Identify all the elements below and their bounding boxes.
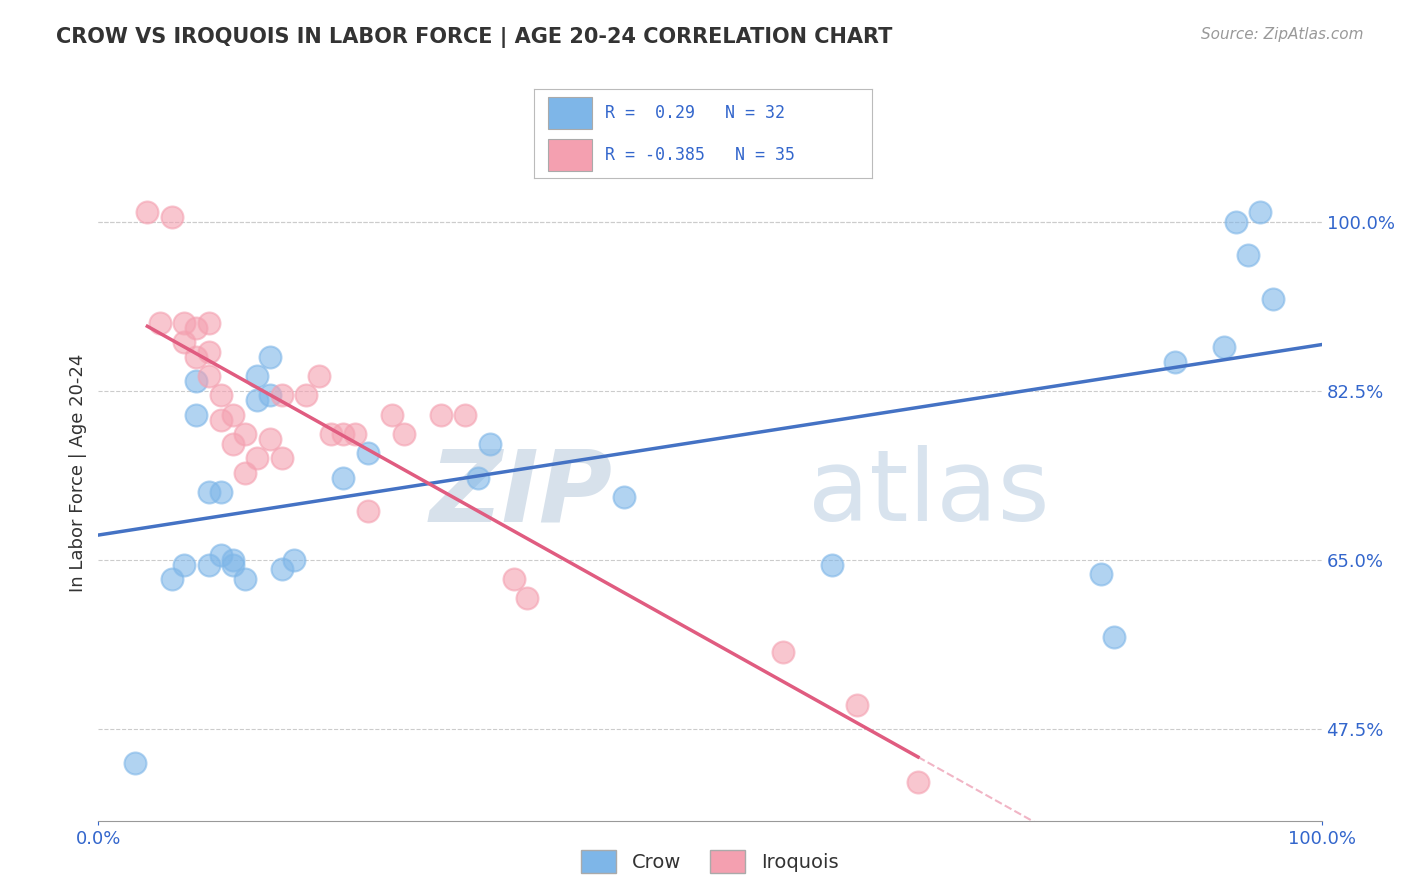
Point xyxy=(246,393,269,408)
Point xyxy=(356,504,378,518)
Point xyxy=(1164,354,1187,368)
Point xyxy=(344,427,367,442)
Text: atlas: atlas xyxy=(808,445,1049,542)
Point xyxy=(186,408,208,422)
Point xyxy=(233,427,256,442)
Point xyxy=(308,369,330,384)
Point xyxy=(197,558,219,572)
Text: R = -0.385   N = 35: R = -0.385 N = 35 xyxy=(605,146,796,164)
Text: R =  0.29   N = 32: R = 0.29 N = 32 xyxy=(605,104,785,122)
Point xyxy=(613,490,636,504)
Point xyxy=(246,369,269,384)
Point xyxy=(295,388,318,402)
Point xyxy=(332,470,354,484)
Point xyxy=(197,345,219,359)
Point xyxy=(186,374,208,388)
Point xyxy=(209,485,232,500)
Point xyxy=(124,756,146,770)
Point xyxy=(259,350,281,364)
Point xyxy=(173,316,195,330)
Point xyxy=(1090,567,1112,582)
Point xyxy=(197,369,219,384)
Point xyxy=(259,432,281,446)
Point xyxy=(197,316,219,330)
Point xyxy=(222,437,245,451)
Point xyxy=(233,466,256,480)
Point xyxy=(149,316,172,330)
FancyBboxPatch shape xyxy=(548,97,592,129)
Point xyxy=(845,698,868,712)
Point xyxy=(270,562,294,576)
Legend: Crow, Iroquois: Crow, Iroquois xyxy=(574,842,846,880)
Point xyxy=(222,408,245,422)
Text: ZIP: ZIP xyxy=(429,445,612,542)
Point xyxy=(503,572,526,586)
Point xyxy=(356,446,378,460)
Text: Source: ZipAtlas.com: Source: ZipAtlas.com xyxy=(1201,27,1364,42)
Point xyxy=(392,427,416,442)
Point xyxy=(173,335,195,350)
Text: CROW VS IROQUOIS IN LABOR FORCE | AGE 20-24 CORRELATION CHART: CROW VS IROQUOIS IN LABOR FORCE | AGE 20… xyxy=(56,27,893,48)
Point xyxy=(160,572,183,586)
FancyBboxPatch shape xyxy=(548,139,592,171)
Point xyxy=(209,548,232,562)
Point xyxy=(173,558,195,572)
Point xyxy=(454,408,477,422)
Point xyxy=(270,388,294,402)
Point xyxy=(467,470,489,484)
Point xyxy=(381,408,404,422)
Point xyxy=(332,427,354,442)
Point xyxy=(209,388,232,402)
Point xyxy=(283,552,305,567)
Point xyxy=(821,558,844,572)
Point xyxy=(197,485,219,500)
Point xyxy=(186,321,208,335)
Point xyxy=(430,408,453,422)
Point xyxy=(1249,205,1271,219)
Point xyxy=(160,210,183,224)
Point xyxy=(246,451,269,466)
Point xyxy=(515,591,537,606)
Point xyxy=(907,775,929,789)
Point xyxy=(319,427,342,442)
Point xyxy=(233,572,256,586)
Point xyxy=(259,388,281,402)
Point xyxy=(772,644,794,658)
Point xyxy=(1102,630,1125,644)
Point xyxy=(136,205,159,219)
Point xyxy=(186,350,208,364)
Point xyxy=(270,451,294,466)
Y-axis label: In Labor Force | Age 20-24: In Labor Force | Age 20-24 xyxy=(69,353,87,592)
Point xyxy=(478,437,501,451)
Point xyxy=(222,558,245,572)
Point xyxy=(209,412,232,426)
Point xyxy=(1212,340,1234,354)
Point xyxy=(222,552,245,567)
Point xyxy=(1261,292,1284,306)
Point xyxy=(1237,248,1260,262)
Point xyxy=(1225,214,1247,228)
